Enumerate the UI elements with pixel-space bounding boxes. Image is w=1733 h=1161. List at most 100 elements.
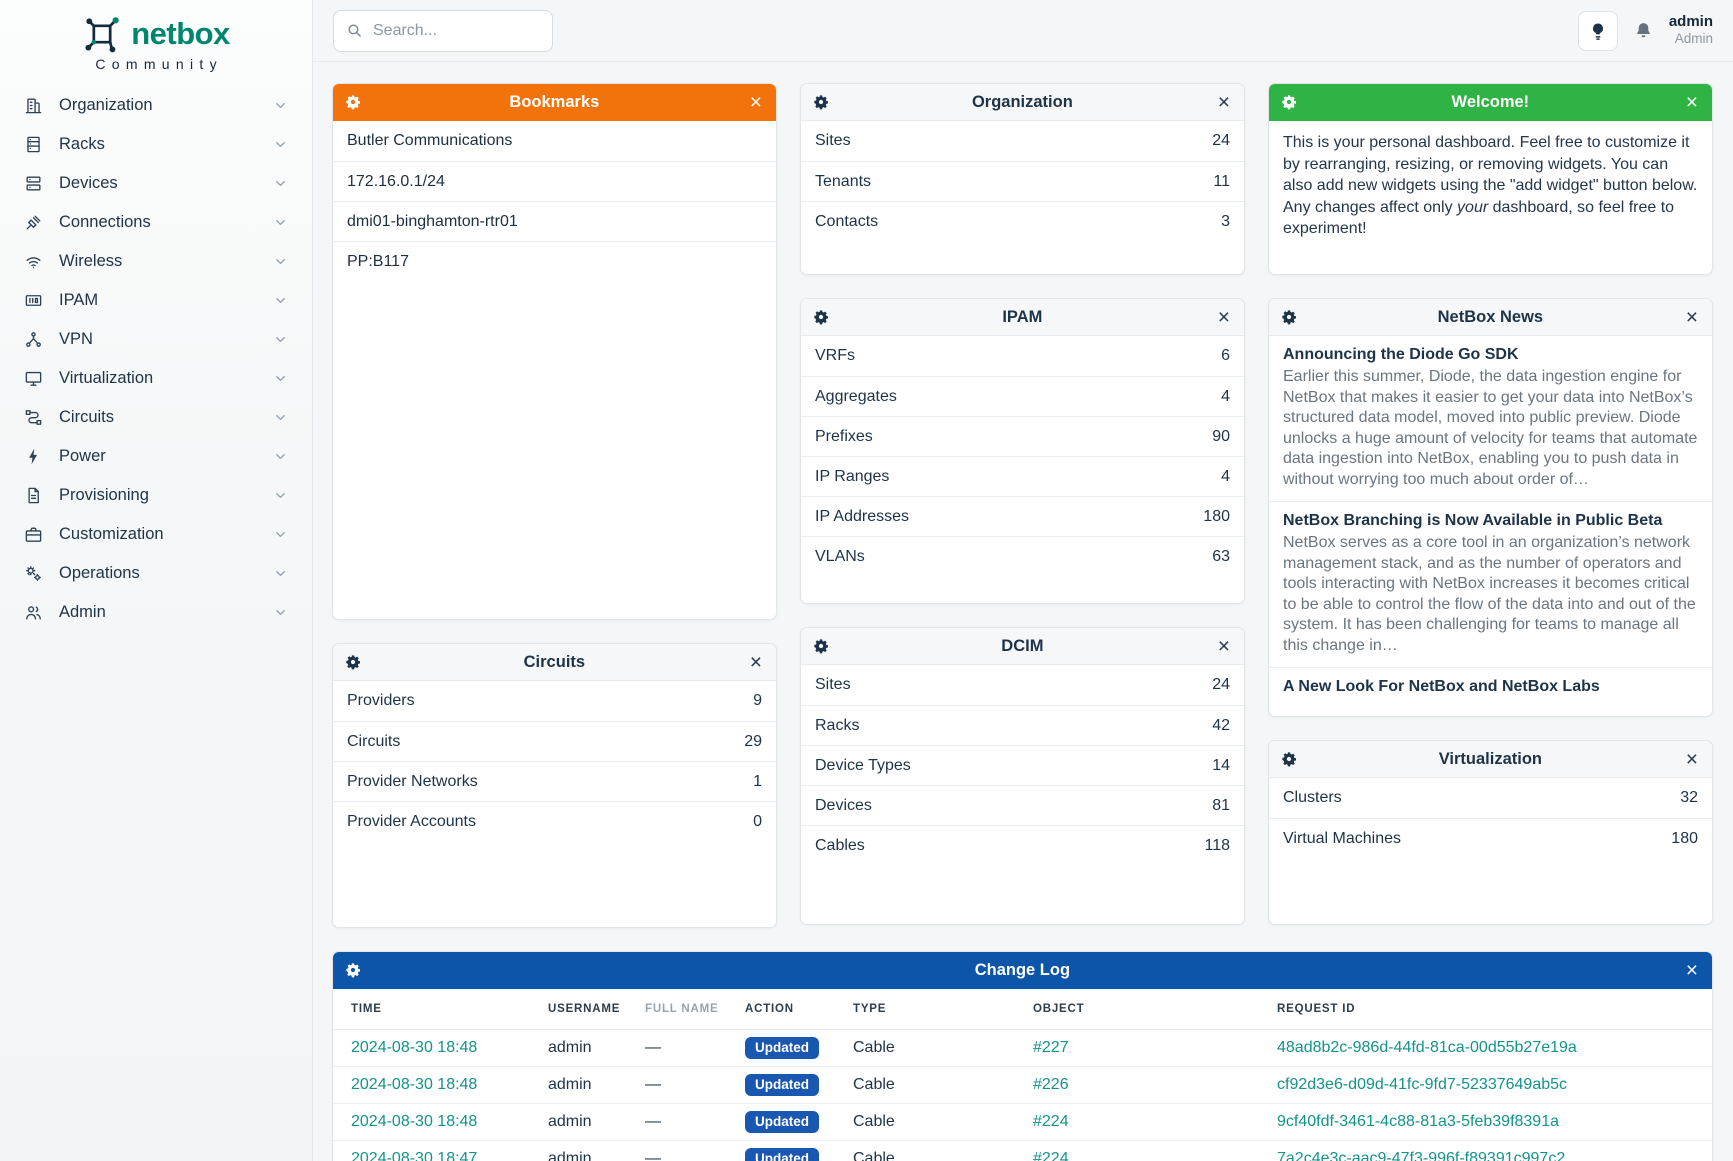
widget-settings-button[interactable]: [813, 309, 829, 325]
change-request-id-link[interactable]: 7a2c4e3c-aac9-47f3-996f-f89391c997c2: [1277, 1149, 1566, 1161]
sidebar-item-wireless[interactable]: Wireless: [14, 242, 298, 281]
document-icon: [24, 486, 44, 506]
stat-row[interactable]: Provider Accounts 0: [333, 801, 776, 841]
sidebar-item-connections[interactable]: Connections: [14, 203, 298, 242]
news-article[interactable]: NetBox Branching is Now Available in Pub…: [1269, 501, 1712, 667]
stat-label: Sites: [815, 132, 851, 149]
widget-settings-button[interactable]: [345, 94, 361, 110]
stat-value: 63: [1212, 547, 1230, 565]
widget-settings-button[interactable]: [1281, 94, 1297, 110]
stat-row[interactable]: Sites 24: [801, 121, 1244, 161]
bookmark-link[interactable]: 172.16.0.1/24: [333, 161, 776, 201]
widget-bookmarks: Bookmarks × Butler Communications 172.16…: [332, 83, 777, 620]
chevron-down-icon: [273, 371, 288, 386]
stat-value: 1: [753, 772, 762, 790]
user-menu[interactable]: admin Admin: [1669, 13, 1713, 47]
widget-ipam: IPAM × VRFs 6 Aggregates 4 Prefixes 90 IP R…: [800, 298, 1245, 604]
rack-icon: [24, 135, 44, 155]
stat-row[interactable]: Device Types 14: [801, 745, 1244, 785]
monitor-icon: [24, 369, 44, 389]
close-icon[interactable]: ×: [1685, 958, 1698, 982]
widget-settings-button[interactable]: [1281, 309, 1297, 325]
widget-settings-button[interactable]: [345, 654, 361, 670]
news-article[interactable]: A New Look For NetBox and NetBox Labs: [1269, 667, 1712, 710]
dashboard-content: Bookmarks × Butler Communications 172.16…: [313, 62, 1733, 1161]
stat-value: 24: [1212, 676, 1230, 693]
change-time-link[interactable]: 2024-08-30 18:48: [351, 1038, 478, 1056]
stat-row[interactable]: Contacts 3: [801, 201, 1244, 241]
widget-header: Circuits ×: [333, 644, 776, 681]
stat-row[interactable]: Sites 24: [801, 665, 1244, 705]
stat-row[interactable]: IP Addresses 180: [801, 496, 1244, 536]
network-nodes-icon: [24, 330, 44, 350]
widget-settings-button[interactable]: [345, 962, 361, 978]
chevron-down-icon: [273, 605, 288, 620]
change-request-id-link[interactable]: 48ad8b2c-986d-44fd-81ca-00d55b27e19a: [1277, 1038, 1577, 1056]
close-icon[interactable]: ×: [1217, 305, 1230, 329]
stat-row[interactable]: Aggregates 4: [801, 376, 1244, 416]
chevron-down-icon: [273, 488, 288, 503]
change-time-link[interactable]: 2024-08-30 18:48: [351, 1112, 478, 1130]
widget-settings-button[interactable]: [813, 638, 829, 654]
widget-title: Organization: [971, 92, 1073, 111]
stat-row[interactable]: IP Ranges 4: [801, 456, 1244, 496]
sidebar-item-devices[interactable]: Devices: [14, 164, 298, 203]
close-icon[interactable]: ×: [749, 90, 762, 114]
sidebar-item-ipam[interactable]: IPAM: [14, 281, 298, 320]
sidebar-item-customization[interactable]: Customization: [14, 515, 298, 554]
stat-value: 24: [1212, 132, 1230, 149]
close-icon[interactable]: ×: [1685, 747, 1698, 771]
status-badge: Updated: [745, 1036, 819, 1059]
change-object-link[interactable]: #226: [1033, 1075, 1069, 1093]
news-article[interactable]: Announcing the Diode Go SDK Earlier this…: [1269, 336, 1712, 501]
close-icon[interactable]: ×: [1217, 634, 1230, 658]
sidebar-item-virtualization[interactable]: Virtualization: [14, 359, 298, 398]
stat-row[interactable]: VRFs 6: [801, 336, 1244, 376]
stat-row[interactable]: Providers 9: [333, 681, 776, 721]
change-time-link[interactable]: 2024-08-30 18:48: [351, 1075, 478, 1093]
theme-toggle-button[interactable]: [1577, 10, 1618, 51]
sidebar-item-racks[interactable]: Racks: [14, 125, 298, 164]
sidebar-item-vpn[interactable]: VPN: [14, 320, 298, 359]
stat-row[interactable]: Tenants 11: [801, 161, 1244, 201]
stat-row[interactable]: Cables 118: [801, 825, 1244, 865]
sidebar-item-provisioning[interactable]: Provisioning: [14, 476, 298, 515]
stat-row[interactable]: Racks 42: [801, 705, 1244, 745]
change-object-link[interactable]: #224: [1033, 1112, 1069, 1130]
brand-logo[interactable]: netbox Community: [0, 0, 312, 76]
close-icon[interactable]: ×: [1685, 305, 1698, 329]
sidebar-item-admin[interactable]: Admin: [14, 593, 298, 632]
widget-title: Circuits: [523, 652, 586, 671]
stat-row[interactable]: VLANs 63: [801, 536, 1244, 576]
change-time-link[interactable]: 2024-08-30 18:47: [351, 1149, 478, 1161]
change-request-id-link[interactable]: 9cf40fdf-3461-4c88-81a3-5feb39f8391a: [1277, 1112, 1559, 1130]
sidebar-item-operations[interactable]: Operations: [14, 554, 298, 593]
stat-row[interactable]: Circuits 29: [333, 721, 776, 761]
close-icon[interactable]: ×: [1685, 90, 1698, 114]
stat-row[interactable]: Devices 81: [801, 785, 1244, 825]
search-input[interactable]: [373, 21, 523, 40]
bookmark-link[interactable]: dmi01-binghamton-rtr01: [333, 201, 776, 241]
sidebar-item-organization[interactable]: Organization: [14, 86, 298, 125]
stat-value: 6: [1221, 347, 1230, 364]
stat-row[interactable]: Provider Networks 1: [333, 761, 776, 801]
widget-settings-button[interactable]: [813, 94, 829, 110]
change-object-link[interactable]: #224: [1033, 1149, 1069, 1161]
sidebar-item-label: Admin: [59, 603, 106, 621]
notifications-button[interactable]: [1633, 20, 1654, 41]
bookmark-link[interactable]: Butler Communications: [347, 132, 513, 149]
change-object-link[interactable]: #227: [1033, 1038, 1069, 1056]
close-icon[interactable]: ×: [1217, 90, 1230, 114]
bell-icon: [1636, 23, 1650, 38]
users-icon: [24, 603, 44, 623]
widget-settings-button[interactable]: [1281, 751, 1297, 767]
sidebar-item-power[interactable]: Power: [14, 437, 298, 476]
change-request-id-link[interactable]: cf92d3e6-d09d-41fc-9fd7-52337649ab5c: [1277, 1075, 1568, 1093]
sidebar-item-label: Circuits: [59, 408, 115, 426]
stat-row[interactable]: Clusters 32: [1269, 778, 1712, 818]
close-icon[interactable]: ×: [749, 650, 762, 674]
sidebar-item-circuits[interactable]: Circuits: [14, 398, 298, 437]
stat-row[interactable]: Virtual Machines 180: [1269, 818, 1712, 858]
bookmark-link[interactable]: PP:B117: [333, 241, 776, 281]
stat-row[interactable]: Prefixes 90: [801, 416, 1244, 456]
